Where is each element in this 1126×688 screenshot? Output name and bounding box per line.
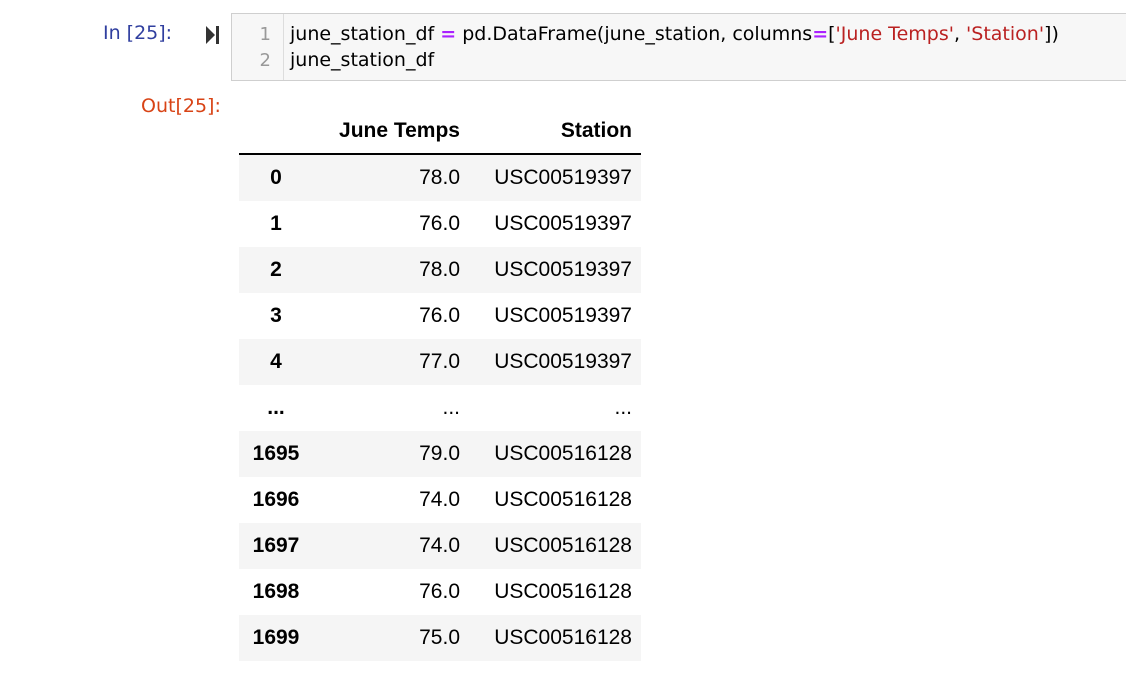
line-number-gutter: 1 2 <box>232 14 284 80</box>
table-row: 1697 74.0 USC00516128 <box>239 523 641 569</box>
cell-june-temp: 76.0 <box>419 212 460 235</box>
row-index: 1698 <box>252 580 300 603</box>
code-operator-token: = <box>812 23 829 45</box>
table-body: 0 78.0 USC00519397 1 76.0 USC00519397 2 78.0 USC… <box>239 154 641 661</box>
column-header-station: Station <box>469 109 641 155</box>
code-token: june_station_df <box>290 23 441 45</box>
cell-june-temp: 77.0 <box>419 350 460 373</box>
code-token: pd.DataFrame(june_station, columns <box>456 23 813 45</box>
code-string-token: 'June Temps' <box>835 23 954 45</box>
table-row: 3 76.0 USC00519397 <box>239 293 641 339</box>
cell-station: USC00516128 <box>494 626 632 649</box>
code-editor[interactable]: 1 2 june_station_df = pd.DataFrame(june_… <box>231 13 1126 81</box>
row-index: 1699 <box>252 626 300 649</box>
cell-station: USC00519397 <box>494 304 632 327</box>
line-number: 2 <box>259 50 271 71</box>
row-index: 4 <box>270 350 282 373</box>
row-index: 1697 <box>252 534 300 557</box>
code-line[interactable]: june_station_df = pd.DataFrame(june_stat… <box>290 23 1059 45</box>
cell-station: USC00516128 <box>494 580 632 603</box>
cell-station: ... <box>614 396 632 419</box>
cell-station: USC00519397 <box>494 258 632 281</box>
index-header <box>239 109 313 155</box>
table-row: 1699 75.0 USC00516128 <box>239 615 641 661</box>
table-row: 1695 79.0 USC00516128 <box>239 431 641 477</box>
cell-june-temp: ... <box>442 396 460 419</box>
cell-station: USC00519397 <box>494 212 632 235</box>
cell-june-temp: 76.0 <box>419 304 460 327</box>
table-row: 1696 74.0 USC00516128 <box>239 477 641 523</box>
column-header-june-temps: June Temps <box>313 109 469 155</box>
cell-station: USC00516128 <box>494 442 632 465</box>
cell-station: USC00519397 <box>494 166 632 189</box>
row-index: 1 <box>270 212 282 235</box>
cell-station: USC00516128 <box>494 534 632 557</box>
table-row: 1 76.0 USC00519397 <box>239 201 641 247</box>
table-row: 4 77.0 USC00519397 <box>239 339 641 385</box>
cell-june-temp: 78.0 <box>419 258 460 281</box>
table-row: ......... <box>239 385 641 431</box>
code-token: june_station_df <box>290 49 435 71</box>
cell-june-temp: 75.0 <box>419 626 460 649</box>
code-token: , <box>953 23 967 45</box>
cell-june-temp: 79.0 <box>419 442 460 465</box>
row-index: ... <box>267 396 285 419</box>
row-index: 2 <box>270 258 282 281</box>
table-row: 1698 76.0 USC00516128 <box>239 569 641 615</box>
code-string-token: 'Station' <box>966 23 1045 45</box>
run-cell-icon[interactable] <box>205 25 221 45</box>
dataframe-table: June Temps Station 0 78.0 USC00519397 1 76.0… <box>239 109 641 661</box>
row-index: 0 <box>270 166 282 189</box>
row-index: 3 <box>270 304 282 327</box>
cell-june-temp: 76.0 <box>419 580 460 603</box>
cell-june-temp: 74.0 <box>419 534 460 557</box>
code-line[interactable]: june_station_df <box>290 49 434 71</box>
cell-station: USC00516128 <box>494 488 632 511</box>
line-number: 1 <box>259 24 271 45</box>
table-row: 2 78.0 USC00519397 <box>239 247 641 293</box>
cell-june-temp: 74.0 <box>419 488 460 511</box>
row-index: 1696 <box>252 488 300 511</box>
code-token: [ <box>828 23 836 45</box>
output-prompt: Out[25]: <box>141 95 221 117</box>
cell-june-temp: 78.0 <box>419 166 460 189</box>
code-token: ]) <box>1044 23 1059 45</box>
input-prompt: In [25]: <box>103 22 173 44</box>
cell-station: USC00519397 <box>494 350 632 373</box>
row-index: 1695 <box>252 442 300 465</box>
table-row: 0 78.0 USC00519397 <box>239 154 641 201</box>
code-operator-token: = <box>440 23 457 45</box>
table-header-row: June Temps Station <box>239 109 641 155</box>
